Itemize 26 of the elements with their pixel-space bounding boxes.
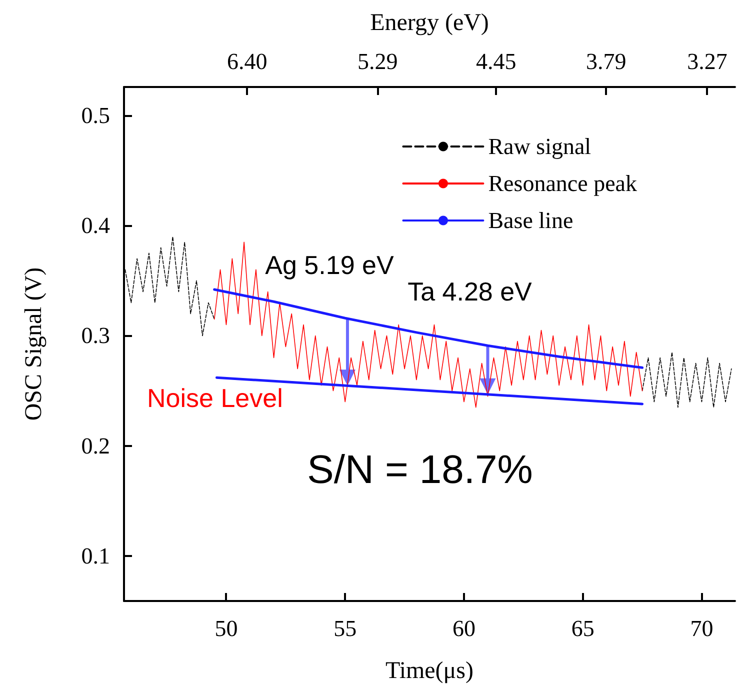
x2-tick-label: 5.29 — [358, 49, 398, 74]
y-tick-label: 0.1 — [81, 543, 110, 568]
line-series — [214, 242, 643, 408]
x-tick-label: 60 — [452, 616, 476, 641]
x2-tick-label: 4.45 — [476, 49, 516, 74]
x2-tick-label: 3.27 — [687, 49, 728, 74]
x2-tick-label: 3.79 — [586, 49, 626, 74]
x-tick-label: 50 — [214, 616, 238, 641]
y-tick-label: 0.2 — [81, 433, 110, 458]
annotation: Ta 4.28 eV — [408, 276, 533, 307]
x2-axis-title: Energy (eV) — [370, 10, 489, 36]
y-tick-label: 0.4 — [81, 213, 110, 238]
y-axis-title: OSC Signal (V) — [21, 267, 47, 421]
annotation: S/N = 18.7% — [307, 448, 533, 492]
x-axis-title: Time(μs) — [386, 658, 474, 684]
annotation: Noise Level — [147, 383, 283, 413]
y-tick-label: 0.3 — [81, 323, 110, 348]
x2-tick-label: 6.40 — [227, 49, 268, 74]
x-tick-label: 55 — [334, 616, 357, 641]
y-tick-label: 0.5 — [81, 103, 110, 128]
x-tick-label: 65 — [571, 616, 594, 641]
legend-label: Resonance peak — [488, 171, 638, 196]
x-tick-label: 70 — [690, 616, 714, 641]
legend-label: Base line — [488, 208, 574, 233]
annotation: Ag 5.19 eV — [265, 250, 394, 280]
legend-label: Raw signal — [488, 134, 592, 159]
